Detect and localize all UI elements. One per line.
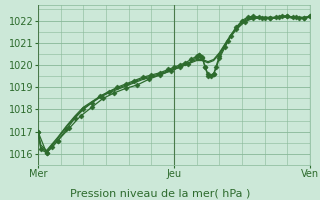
Text: Pression niveau de la mer( hPa ): Pression niveau de la mer( hPa ) [70, 188, 250, 198]
